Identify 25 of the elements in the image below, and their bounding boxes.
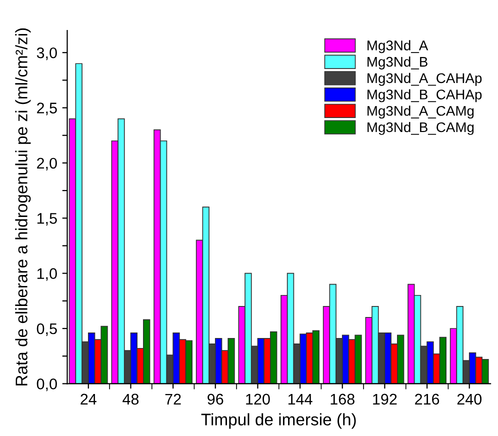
- x-tick-label: 168: [330, 394, 354, 405]
- legend-label: Mg3Nd_A_CAMg: [368, 106, 474, 119]
- x-tick-label: 192: [373, 394, 397, 405]
- y-tick-label: 1,0: [37, 268, 57, 281]
- y-axis-title: Rata de eliberare a hidrogenului pe zi (ml/cm²/zi): [15, 28, 31, 386]
- x-tick-label: 24: [80, 394, 96, 404]
- legend-label: Mg3Nd_B_CAHAp: [368, 89, 482, 102]
- y-tick-label: 3,0: [36, 47, 57, 60]
- legend-label: Mg3Nd_B_CAMg: [368, 122, 474, 135]
- legend-label: Mg3Nd_B: [368, 56, 428, 70]
- x-tick-label: 240: [457, 394, 482, 405]
- y-tick-label: 2,0: [37, 158, 57, 170]
- x-tick-label: 216: [415, 394, 440, 405]
- y-tick-label: 0,5: [36, 323, 57, 336]
- y-tick-label: 2,5: [37, 102, 57, 116]
- y-tick-label: 0,0: [36, 378, 57, 392]
- y-tick-label: 1,5: [37, 213, 57, 226]
- x-tick-label: 144: [288, 394, 312, 404]
- x-tick-label: 96: [208, 394, 224, 405]
- legend-label: Mg3Nd_A: [368, 40, 428, 54]
- x-tick-label: 72: [165, 394, 181, 404]
- x-tick-label: 48: [122, 394, 139, 405]
- x-tick-label: 120: [246, 394, 270, 405]
- x-axis-title: Timpul de imersie (h): [201, 413, 356, 429]
- legend-label: Mg3Nd_A_CAHAp: [368, 72, 482, 86]
